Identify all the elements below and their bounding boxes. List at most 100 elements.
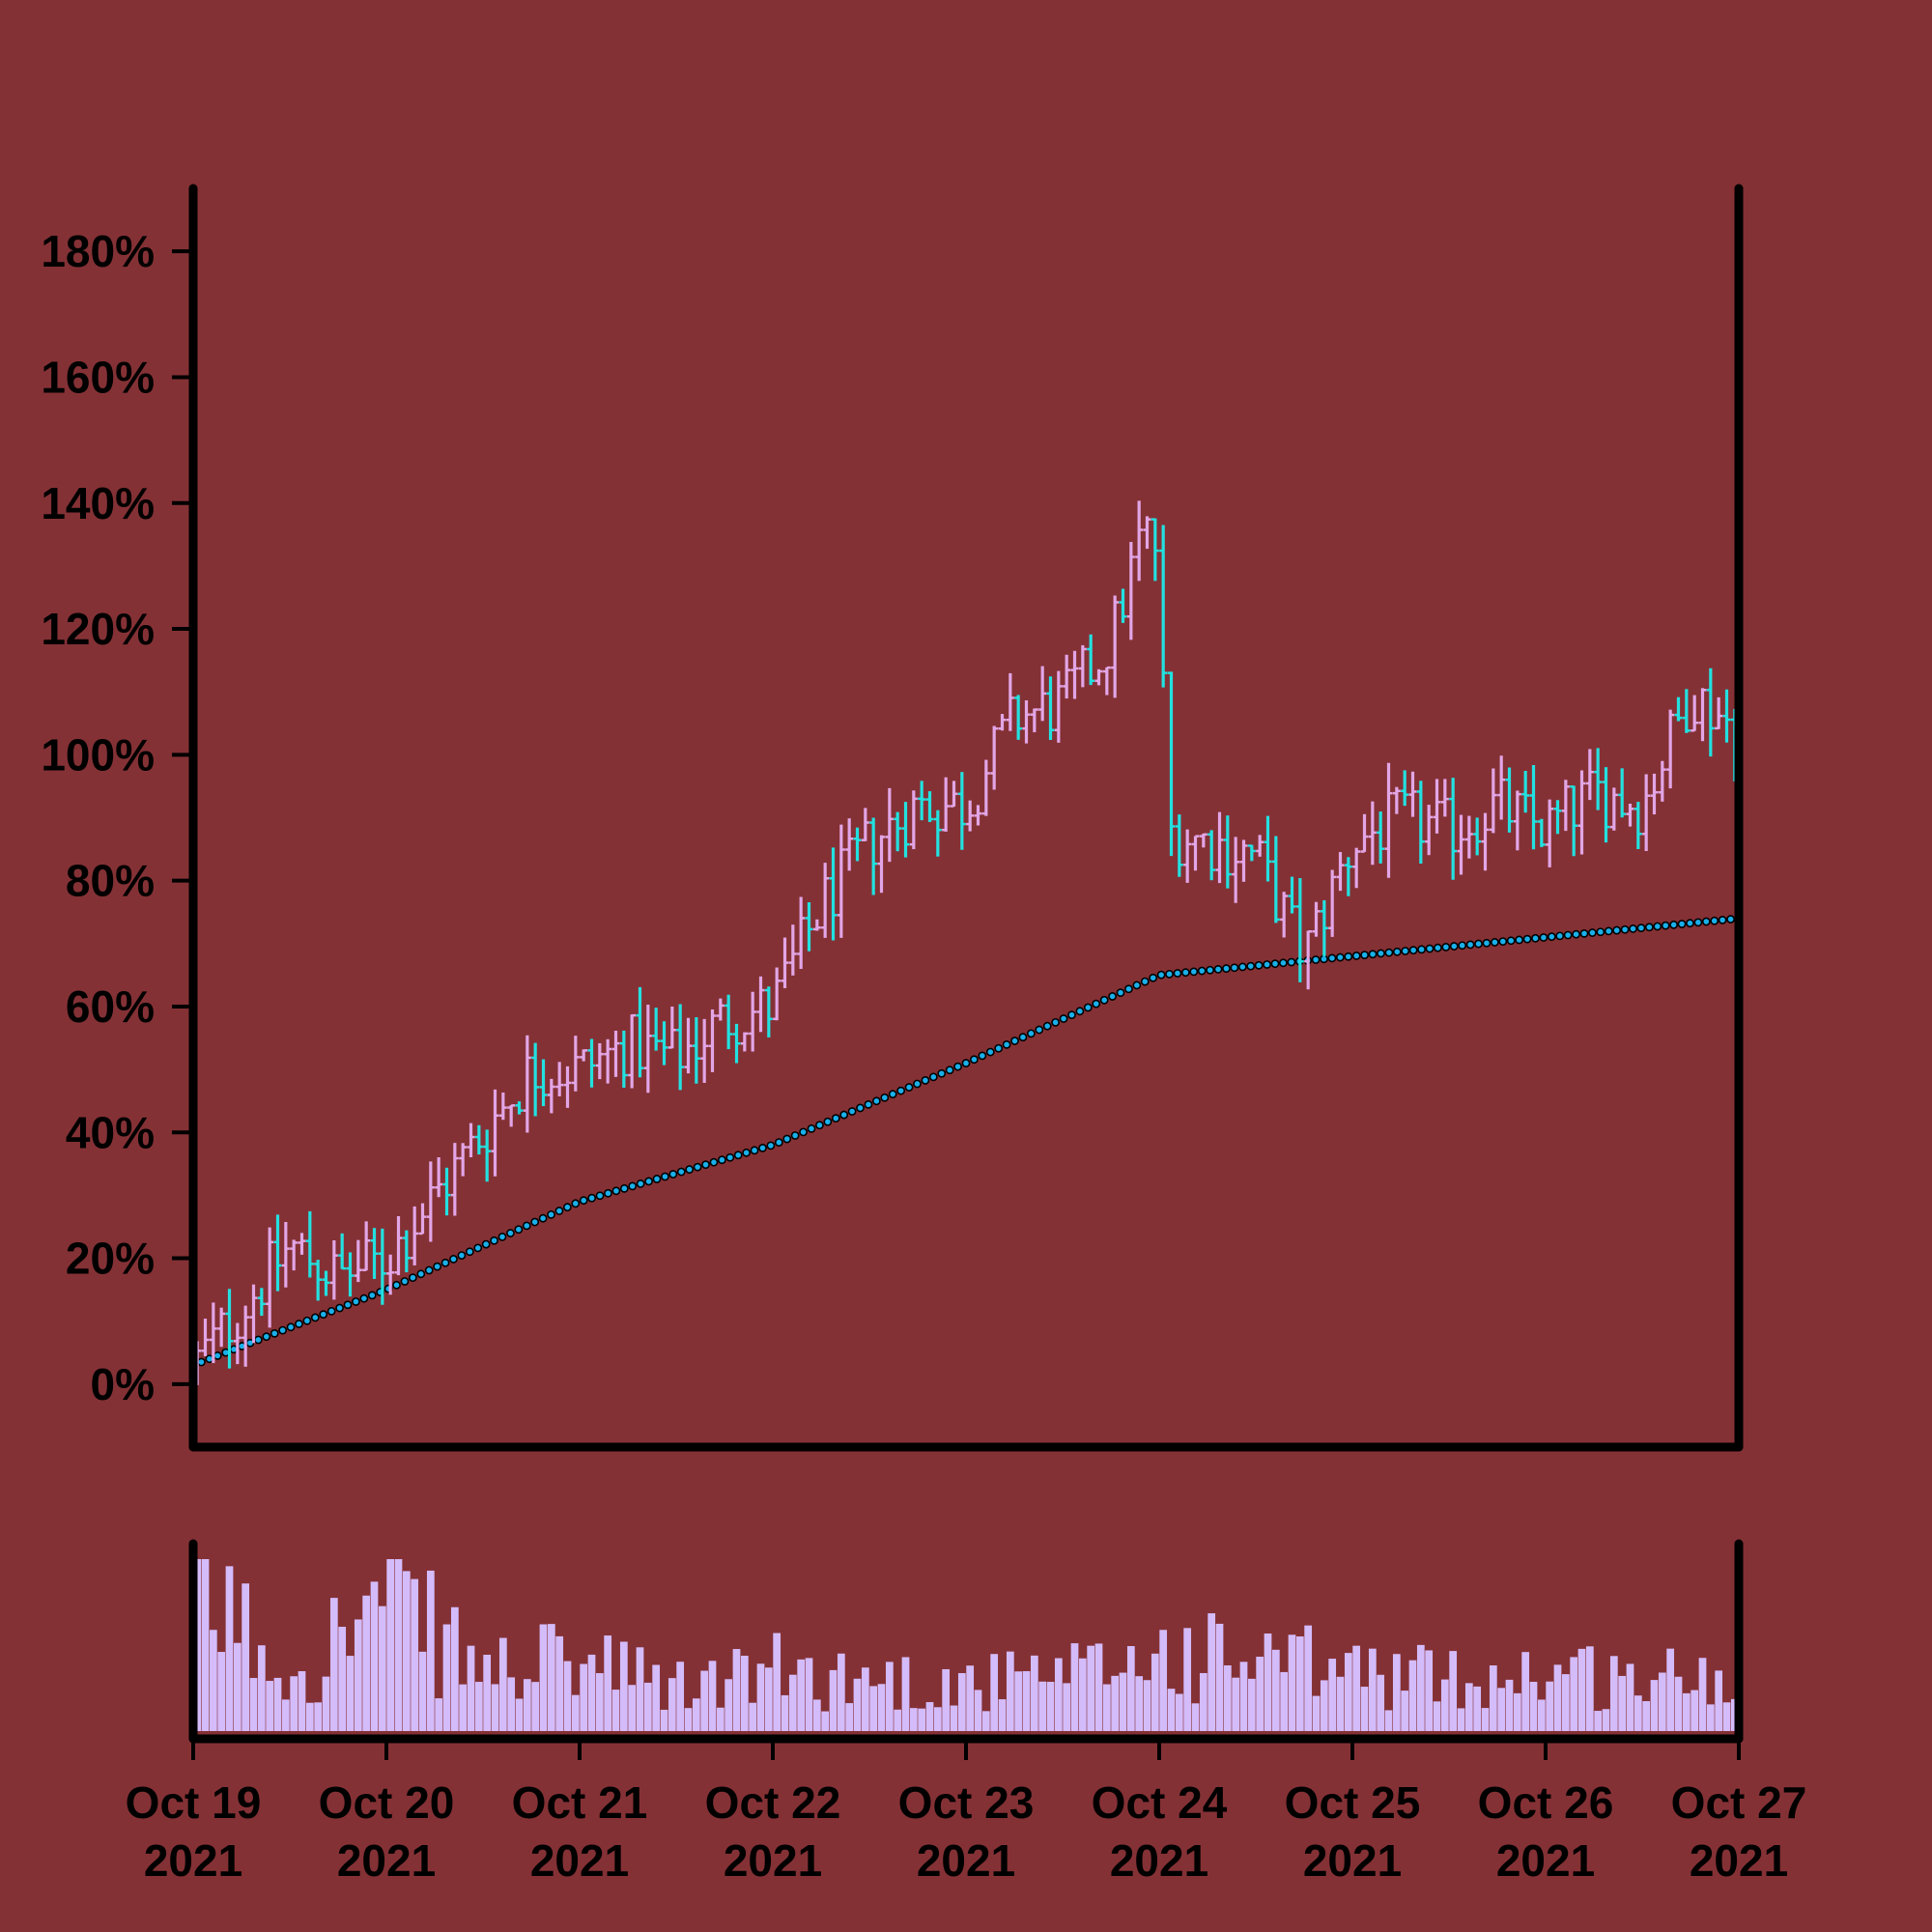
volume-bar <box>1239 1662 1248 1731</box>
volume-bar <box>1078 1658 1087 1731</box>
moving-average-point <box>1629 924 1637 933</box>
moving-average-point <box>1417 945 1426 954</box>
volume-bar <box>402 1571 411 1731</box>
moving-average-point <box>1498 937 1508 947</box>
moving-average-point <box>465 1247 474 1257</box>
volume-bar <box>966 1665 975 1731</box>
volume-bar <box>628 1685 637 1731</box>
volume-bar <box>1481 1708 1490 1731</box>
moving-average-point <box>758 1143 767 1152</box>
volume-bar <box>1256 1657 1264 1731</box>
volume-bar <box>1111 1675 1120 1731</box>
volume-bar <box>700 1670 709 1731</box>
moving-average-point <box>937 1068 947 1078</box>
volume-bar <box>1497 1688 1506 1731</box>
y-tick-label: 60% <box>66 981 155 1032</box>
volume-bar <box>732 1649 741 1731</box>
moving-average-point <box>1693 918 1703 927</box>
volume-bar <box>1561 1674 1570 1731</box>
volume-bar <box>1271 1649 1280 1731</box>
volume-bar <box>684 1708 693 1731</box>
volume-bar <box>1715 1670 1723 1731</box>
volume-bar <box>1546 1681 1554 1731</box>
volume-bar <box>853 1678 862 1731</box>
x-tick-label-date: Oct 23 <box>898 1777 1035 1828</box>
moving-average-point <box>1206 965 1215 975</box>
moving-average-point <box>1002 1039 1011 1049</box>
volume-bar <box>1440 1679 1449 1731</box>
volume-bar <box>1288 1634 1296 1731</box>
moving-average-point <box>1547 932 1556 942</box>
volume-bar <box>749 1702 757 1731</box>
volume-bar <box>1191 1703 1200 1731</box>
volume-bar <box>378 1605 386 1731</box>
volume-bar <box>724 1679 733 1731</box>
volume-bar <box>1513 1692 1521 1731</box>
moving-average-point <box>1351 952 1361 960</box>
moving-average-point <box>1506 936 1516 946</box>
moving-average-point <box>1099 995 1109 1005</box>
volume-bar <box>338 1627 347 1731</box>
volume-bar <box>1247 1678 1256 1731</box>
moving-average-point <box>619 1183 629 1193</box>
volume-bar <box>1377 1674 1385 1731</box>
volume-bar <box>1151 1653 1159 1731</box>
candles-layer <box>193 500 1739 1385</box>
moving-average-point <box>1270 959 1280 969</box>
moving-average-point <box>1156 970 1166 980</box>
moving-average-point <box>197 1357 206 1367</box>
volume-bar <box>595 1673 604 1731</box>
moving-average-point <box>1067 1010 1076 1020</box>
volume-bar <box>1223 1664 1232 1731</box>
moving-average-point <box>1401 947 1410 955</box>
moving-average-point <box>1197 966 1207 976</box>
volume-bar <box>201 1559 210 1731</box>
moving-average-point <box>1563 930 1573 940</box>
x-tick-label-year: 2021 <box>1303 1835 1402 1886</box>
moving-average-point <box>1522 934 1532 944</box>
moving-average-point <box>750 1146 759 1155</box>
moving-average-point <box>270 1328 279 1338</box>
y-tick-label: 140% <box>41 478 155 528</box>
volume-bar <box>329 1598 338 1731</box>
moving-average-point <box>514 1225 524 1235</box>
volume-bar <box>1529 1682 1538 1731</box>
moving-average-point <box>774 1138 783 1148</box>
volume-bar <box>1722 1702 1731 1731</box>
volume-bar <box>1143 1680 1151 1731</box>
volume-bar <box>563 1661 572 1731</box>
moving-average-point <box>579 1196 588 1206</box>
moving-average-point <box>815 1121 824 1130</box>
moving-average-point <box>847 1107 857 1116</box>
x-tick-label-year: 2021 <box>1110 1835 1208 1886</box>
y-axis: 0% 20% 40% 60% 80% 100% 120% 140% 160% 180% <box>41 226 191 1409</box>
volume-bar <box>1618 1675 1627 1731</box>
moving-average-point <box>335 1303 344 1313</box>
y-tick-label: 120% <box>41 604 155 654</box>
volume-bar <box>1553 1664 1562 1731</box>
moving-average-point <box>1718 915 1727 924</box>
volume-bar <box>1401 1690 1409 1731</box>
volume-bar <box>547 1624 555 1731</box>
moving-average-point <box>1222 964 1231 973</box>
volume-bar <box>1392 1654 1401 1731</box>
volume-bar <box>829 1669 838 1731</box>
x-tick-label-year: 2021 <box>1690 1835 1788 1886</box>
volume-bar <box>362 1595 371 1731</box>
moving-average-point <box>693 1162 702 1172</box>
volume-bar <box>708 1661 717 1731</box>
volume-bar <box>1295 1636 1304 1731</box>
volume-bar <box>1063 1683 1071 1731</box>
moving-average-point <box>839 1110 849 1120</box>
volume-bar <box>981 1711 990 1731</box>
volume-bar <box>266 1681 274 1731</box>
moving-average-point <box>628 1181 638 1191</box>
moving-average-point <box>457 1251 467 1261</box>
moving-average-point <box>1458 941 1467 951</box>
volume-bar <box>1521 1652 1530 1731</box>
moving-average-point <box>1539 933 1548 942</box>
volume-bar <box>611 1690 620 1731</box>
moving-average-point <box>554 1207 564 1215</box>
moving-average-point <box>1572 929 1580 939</box>
